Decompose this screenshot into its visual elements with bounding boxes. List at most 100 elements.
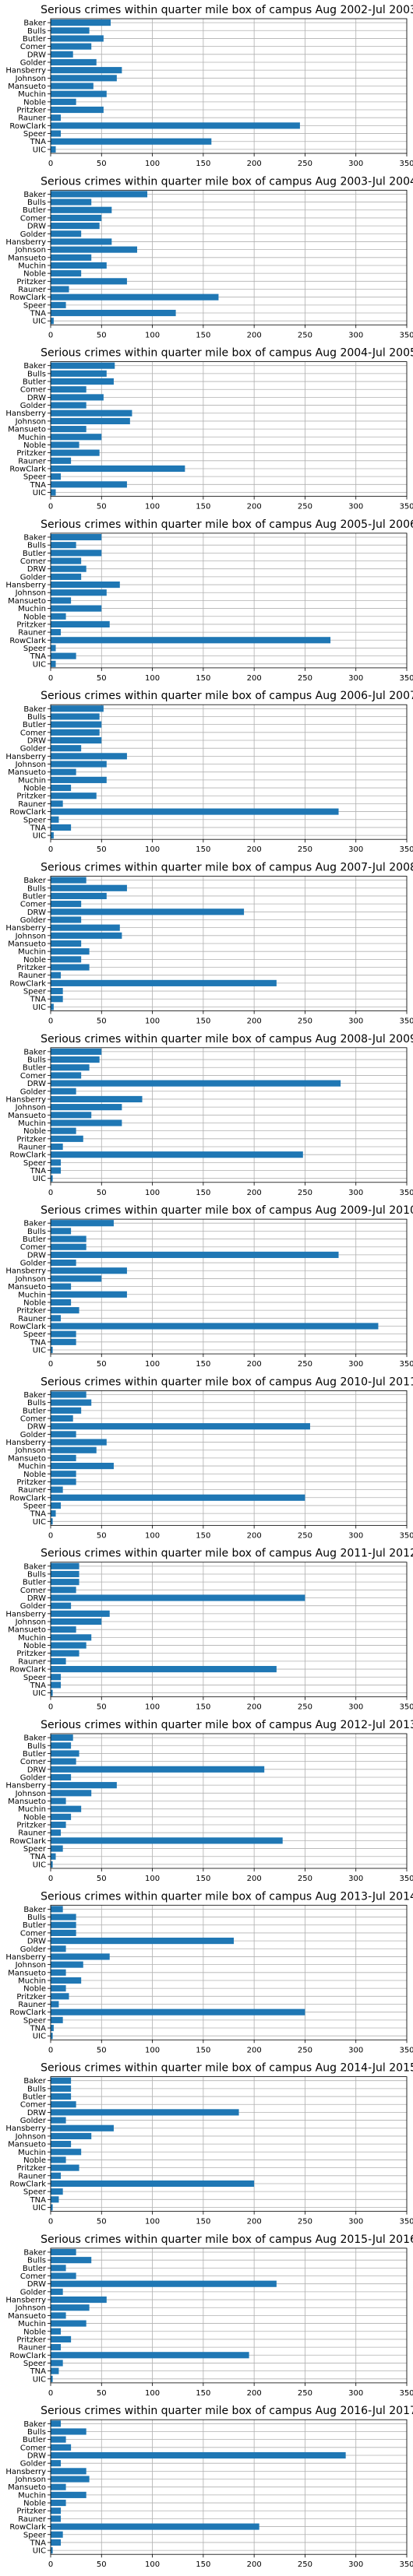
category-label: Comer	[20, 1758, 47, 1766]
x-tick-label: 300	[348, 674, 363, 683]
category-label: Muchin	[18, 1805, 46, 1814]
x-tick-label: 100	[145, 503, 160, 511]
x-tick-label: 350	[399, 160, 413, 168]
bar-mansueto	[51, 2483, 66, 2490]
bar-uic	[51, 489, 56, 496]
x-tick-label: 100	[145, 2218, 160, 2226]
category-label: Pritzker	[16, 792, 47, 801]
category-label: Hansberry	[5, 1953, 46, 1962]
bar-johnson	[51, 1618, 102, 1625]
bar-tna	[51, 1167, 62, 1174]
category-label: Mansueto	[8, 254, 46, 262]
category-label: Mansueto	[8, 1798, 46, 1806]
category-label: Johnson	[15, 1618, 46, 1627]
category-label: RowClark	[9, 1666, 46, 1675]
chart-title: Serious crimes within quarter mile box o…	[41, 1719, 413, 1731]
bar-mansueto	[51, 1454, 76, 1461]
bar-tna	[51, 1853, 56, 1860]
bar-speer	[51, 301, 66, 308]
bar-drw	[51, 736, 102, 744]
x-tick-label: 350	[399, 1531, 413, 1540]
bar-mansueto	[51, 254, 92, 261]
bar-noble	[51, 98, 76, 105]
bar-speer	[51, 473, 62, 480]
category-label: Bulls	[27, 1399, 46, 1407]
x-tick-label: 50	[97, 2046, 107, 2054]
bar-hansberry	[51, 924, 120, 931]
category-label: Mansueto	[8, 426, 46, 434]
bar-baker	[51, 191, 148, 198]
category-label: TNA	[30, 824, 47, 832]
x-tick-label: 100	[145, 2389, 160, 2398]
category-label: Rauner	[18, 1657, 47, 1666]
bar-drw	[51, 2451, 346, 2459]
bar-speer	[51, 1330, 76, 1337]
category-label: Bulls	[27, 713, 46, 722]
category-label: Butler	[23, 1407, 47, 1415]
x-tick-label: 150	[196, 2046, 210, 2054]
x-tick-label: 300	[348, 1189, 363, 1197]
category-label: UIC	[33, 1003, 46, 1012]
category-label: RowClark	[9, 637, 46, 645]
x-tick-label: 150	[196, 1189, 210, 1197]
x-tick-label: 200	[247, 1360, 262, 1369]
category-label: Comer	[20, 729, 47, 737]
category-label: DRW	[27, 2451, 46, 2460]
category-label: UIC	[33, 2033, 46, 2041]
x-tick-label: 250	[298, 2046, 312, 2054]
x-tick-label: 300	[348, 1360, 363, 1369]
bar-uic	[51, 1861, 53, 1868]
x-tick-label: 250	[298, 1875, 312, 1883]
category-label: Pritzker	[16, 1822, 47, 1830]
bar-rauner	[51, 800, 63, 807]
chart-7: Serious crimes within quarter mile box o…	[5, 1033, 413, 1197]
bar-tna	[51, 1682, 62, 1689]
category-label: Speer	[23, 130, 47, 139]
x-tick-label: 100	[145, 2560, 160, 2569]
category-label: Comer	[20, 43, 47, 51]
x-tick-label: 100	[145, 674, 160, 683]
category-label: Rauner	[18, 2001, 47, 2009]
x-tick-label: 0	[48, 674, 53, 683]
category-label: DRW	[27, 1423, 46, 1432]
bar-bulls	[51, 1914, 76, 1921]
x-tick-label: 0	[48, 503, 53, 511]
category-label: Hansberry	[5, 2468, 46, 2476]
x-tick-label: 100	[145, 1703, 160, 1712]
bar-bulls	[51, 2428, 86, 2435]
bar-butler	[51, 2093, 72, 2100]
x-tick-label: 250	[298, 331, 312, 339]
category-label: Golder	[20, 573, 47, 582]
x-tick-label: 50	[97, 845, 107, 854]
bar-hansberry	[51, 1267, 127, 1274]
bar-uic	[51, 832, 54, 839]
bar-uic	[51, 1346, 53, 1354]
category-label: RowClark	[9, 808, 46, 817]
category-label: Noble	[23, 98, 46, 107]
category-label: UIC	[33, 832, 46, 841]
bar-bulls	[51, 27, 90, 34]
category-label: UIC	[33, 146, 46, 154]
category-label: Comer	[20, 2101, 47, 2110]
bar-golder	[51, 1431, 76, 1438]
bar-bulls	[51, 1399, 92, 1406]
bar-hansberry	[51, 2296, 107, 2304]
bar-drw	[51, 394, 104, 401]
category-label: Muchin	[18, 1291, 46, 1299]
category-label: Baker	[23, 1906, 47, 1914]
x-tick-label: 300	[348, 1703, 363, 1712]
bar-golder	[51, 573, 82, 580]
x-tick-label: 150	[196, 845, 210, 854]
chart-6: Serious crimes within quarter mile box o…	[5, 862, 413, 1026]
chart-10: Serious crimes within quarter mile box o…	[5, 1548, 413, 1712]
category-label: Baker	[23, 1734, 47, 1743]
category-label: Comer	[20, 1929, 47, 1938]
x-tick-label: 100	[145, 1360, 160, 1369]
category-label: Bulls	[27, 199, 46, 207]
bar-hansberry	[51, 1953, 110, 1960]
bar-pritzker	[51, 2164, 79, 2171]
x-tick-label: 300	[348, 2560, 363, 2569]
bar-hansberry	[51, 1439, 107, 1446]
category-label: Mansueto	[8, 2312, 46, 2321]
bar-johnson	[51, 932, 122, 939]
